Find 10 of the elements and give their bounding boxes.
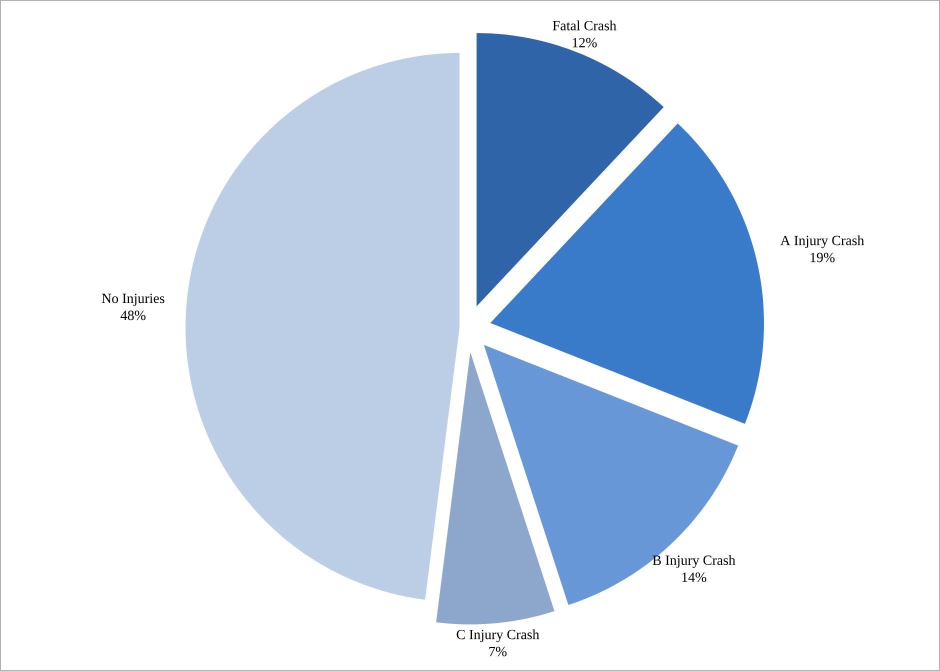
data-label: 48% [120,310,146,320]
data-label: 14% [682,572,706,582]
data-label: 19% [810,252,835,262]
slice-label: No Injuries [102,294,164,306]
slice-label: A Injury Crash [780,235,864,248]
data-label: 7% [489,646,507,656]
data-label: 12% [572,38,597,48]
slice-label: C Injury Crash [456,629,540,642]
slice-label: B Injury Crash [652,555,736,568]
slice-label: Fatal Crash [552,20,616,30]
